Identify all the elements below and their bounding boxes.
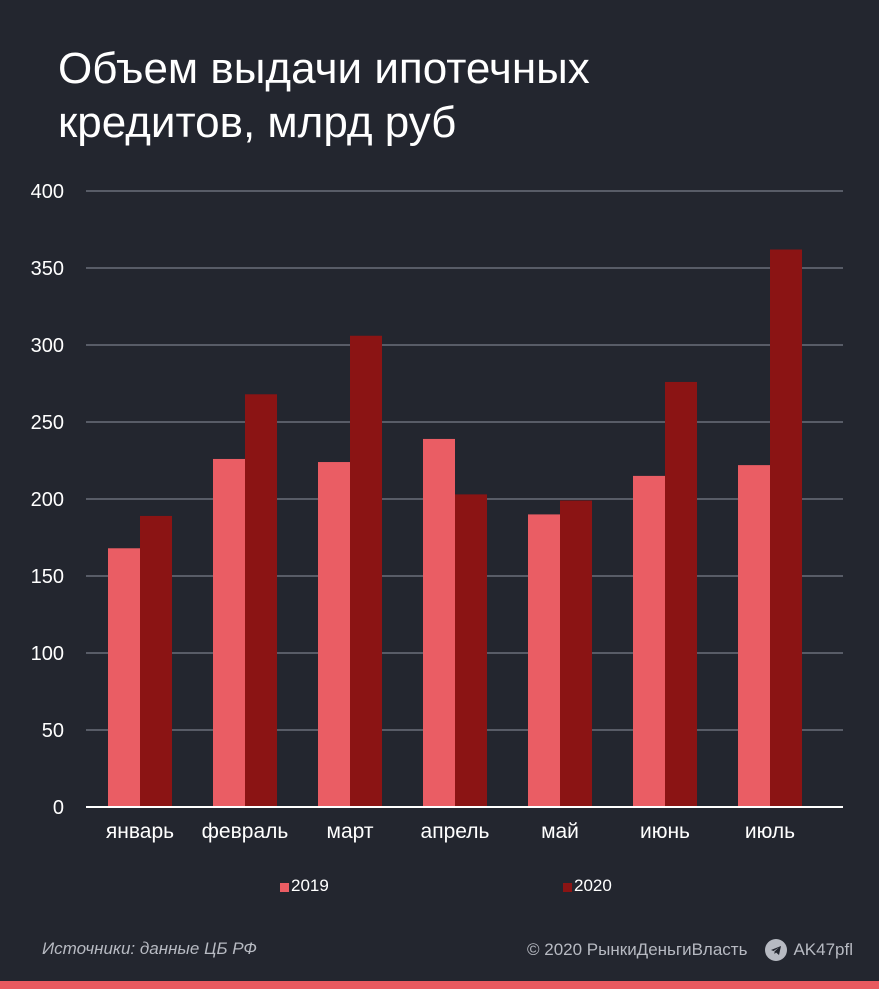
bar-2020-5 (665, 381, 697, 807)
telegram-handle[interactable]: AK47pfl (793, 940, 853, 959)
y-tick-label-100: 100 (31, 643, 64, 665)
bar-2020-4 (560, 500, 592, 807)
x-tick-label-5: июнь (640, 820, 690, 843)
y-tick-label-150: 150 (31, 566, 64, 588)
legend-label-2020: 2020 (574, 876, 612, 895)
legend: 2019 2020 (0, 876, 879, 898)
source-note: Источники: данные ЦБ РФ (42, 939, 257, 958)
legend-item-2020: 2020 (563, 876, 612, 896)
y-tick-label-250: 250 (31, 412, 64, 434)
bar-2020-0 (140, 515, 172, 807)
bar-2020-3 (455, 494, 487, 807)
x-tick-label-0: январь (106, 820, 174, 843)
bar-2019-5 (633, 475, 665, 807)
bar-2019-4 (528, 514, 560, 807)
legend-swatch-2020 (563, 883, 572, 892)
bar-2019-3 (423, 438, 455, 807)
bottom-accent-bar (0, 981, 879, 989)
y-tick-label-400: 400 (31, 181, 64, 203)
y-tick-label-0: 0 (53, 797, 64, 819)
footer-credits: © 2020 РынкиДеньгиВласть AK47pfl (527, 939, 853, 961)
bar-2019-6 (738, 465, 770, 807)
legend-item-2019: 2019 (280, 876, 329, 896)
x-tick-label-4: май (541, 820, 579, 843)
bar-2019-2 (318, 462, 350, 807)
y-tick-label-200: 200 (31, 489, 64, 511)
y-tick-label-50: 50 (42, 720, 64, 742)
bar-2019-1 (213, 458, 245, 807)
legend-label-2019: 2019 (291, 876, 329, 895)
bar-2019-0 (108, 548, 140, 807)
chart-title: Объем выдачи ипотечных кредитов, млрд ру… (58, 44, 590, 147)
telegram-icon[interactable] (765, 939, 788, 961)
bar-2020-1 (245, 394, 277, 807)
bar-chart: 0 50 100 150 200 250 300 350 400 январь февраль мар… (31, 181, 843, 843)
x-tick-label-3: апрель (421, 820, 490, 843)
x-tick-label-1: февраль (202, 820, 289, 843)
y-tick-label-350: 350 (31, 258, 64, 280)
x-tick-label-2: март (327, 820, 374, 843)
copyright-text: © 2020 РынкиДеньгиВласть (527, 940, 748, 959)
legend-swatch-2019 (280, 883, 289, 892)
x-tick-label-6: июль (745, 820, 795, 843)
bar-2020-2 (350, 335, 382, 807)
bar-2020-6 (770, 249, 802, 807)
y-tick-label-300: 300 (31, 335, 64, 357)
